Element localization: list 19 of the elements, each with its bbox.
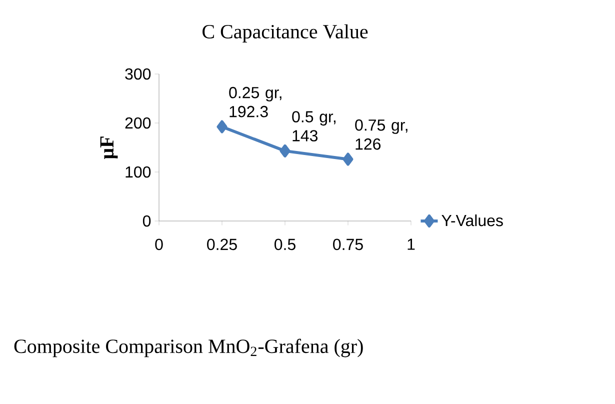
x-tick-label: 0.75 [333,238,363,250]
point [216,120,228,134]
y-tick-label: 100 [126,166,151,178]
annotation: 0.25 gr, 192.3 [229,86,282,118]
y-axis-title: µF [100,136,118,160]
y-tick-label: 200 [125,117,151,129]
x-tick-label: 0.25 [207,238,237,250]
x-tick-label: 1 [408,238,415,250]
x-tick-label: 0.5 [274,238,296,250]
x-axis-title: Composite Comparison MnO$_{2}$-Grafena (gr) [14,338,363,358]
point [342,152,354,166]
y-tick-label: 300 [125,68,151,80]
y-tick-label: 0 [142,215,151,227]
point [280,144,290,158]
legend-label: Y-Values [442,214,503,226]
chart-title: C Capacitance Value [202,24,368,43]
x-tick-label: 0 [155,238,163,250]
annotation: 0.75 gr, 126 [355,119,408,150]
annotation: 0.5 gr, 143 [292,111,336,142]
